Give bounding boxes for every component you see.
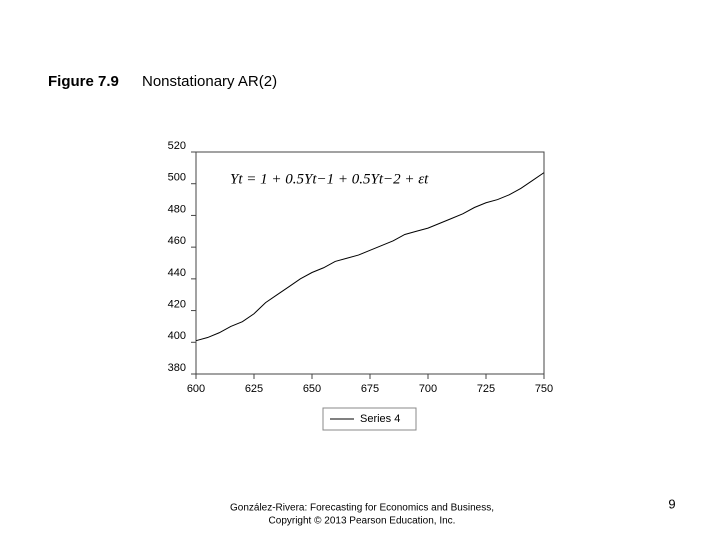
legend-label: Series 4 — [360, 413, 400, 425]
x-tick-label: 750 — [535, 383, 553, 395]
equation: Yt = 1 + 0.5Yt−1 + 0.5Yt−2 + εt — [230, 171, 429, 187]
x-tick-label: 625 — [245, 383, 263, 395]
x-tick-label: 600 — [187, 383, 205, 395]
series-line — [195, 172, 545, 342]
citation-2: Copyright © 2013 Pearson Education, Inc. — [269, 516, 456, 527]
legend-box — [322, 407, 417, 431]
x-tick-label: 675 — [361, 383, 379, 395]
y-tick-label: 440 — [168, 267, 186, 279]
y-tick-label: 420 — [168, 298, 186, 310]
x-tick-label: 650 — [303, 383, 321, 395]
y-tick-label: 380 — [168, 362, 186, 374]
y-tick-label: 460 — [168, 235, 186, 247]
page-number: 9 — [668, 496, 675, 511]
y-tick-label: 400 — [168, 330, 186, 342]
y-tick-label: 520 — [168, 140, 186, 152]
figure-label: Figure 7.9 — [48, 73, 119, 90]
x-tick-label: 700 — [419, 383, 437, 395]
x-tick-label: 725 — [477, 383, 495, 395]
y-tick-label: 500 — [168, 172, 186, 184]
y-tick-label: 480 — [168, 203, 186, 215]
figure-title: Nonstationary AR(2) — [142, 73, 277, 90]
citation-1: González-Rivera: Forecasting for Economi… — [230, 503, 494, 514]
